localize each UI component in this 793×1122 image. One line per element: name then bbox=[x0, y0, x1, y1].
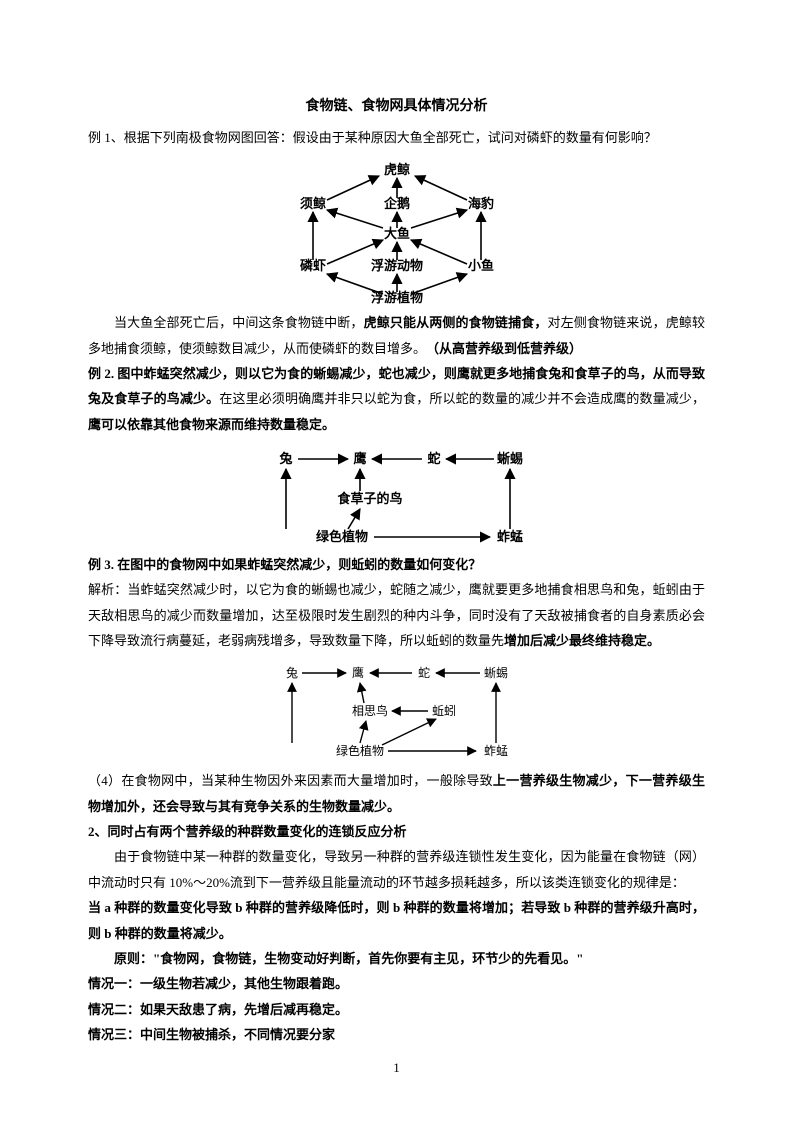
node-fuyou: 浮游动物 bbox=[370, 258, 422, 273]
case-3: 情况三：中间生物被捕杀，不同情况要分家 bbox=[88, 1022, 705, 1047]
node-xuqing: 须鲸 bbox=[299, 196, 325, 211]
document-page: 食物链、食物网具体情况分析 例 1、根据下列南极食物网图回答：假设由于某种原因大… bbox=[0, 0, 793, 1122]
node-qie: 企鹅 bbox=[382, 196, 409, 211]
node-zhameng: 蚱蜢 bbox=[496, 529, 522, 544]
node3-zhameng: 蚱蜢 bbox=[483, 743, 507, 758]
node-plant2: 绿色植物 bbox=[315, 529, 367, 544]
node-bird: 食草子的鸟 bbox=[337, 491, 402, 506]
node-huqing: 虎鲸 bbox=[383, 162, 409, 177]
paragraph-5: 由于食物链中某一种群的数量变化，导致另一种群的营养级连锁性发生变化，因为能量在食… bbox=[88, 844, 705, 895]
ex1-text-a: 当大鱼全部死亡后，中间这条食物链中断， bbox=[114, 315, 364, 330]
ex3-b: 增加后减少最终维持稳定。 bbox=[504, 633, 660, 648]
ex2-c: 鹰可以依靠其他食物来源而维持数量稳定。 bbox=[88, 417, 335, 432]
node-ying: 鹰 bbox=[353, 451, 366, 466]
paragraph-4: （4）在食物网中，当某种生物因外来因素而大量增加时，一般除导致上一营养级生物减少… bbox=[88, 768, 705, 819]
node-tu: 兔 bbox=[278, 451, 292, 466]
case-1: 情况一：一级生物若减少，其他生物跟着跑。 bbox=[88, 971, 705, 996]
case-2: 情况二：如果天敌患了病，先增后减再稳定。 bbox=[88, 997, 705, 1022]
node3-plant: 绿色植物 bbox=[335, 743, 383, 758]
node-linxia: 磷虾 bbox=[299, 258, 325, 273]
heading-2: 2、同时占有两个营养级的种群数量变化的连锁反应分析 bbox=[88, 819, 705, 844]
example-2: 例 2. 图中蚱蜢突然减少，则以它为食的蜥蜴减少，蛇也减少，则鹰就更多地捕食兔和… bbox=[88, 361, 705, 437]
example-1-question: 例 1、根据下列南极食物网图回答：假设由于某种原因大鱼全部死亡，试问对磷虾的数量… bbox=[88, 125, 705, 150]
page-number: 1 bbox=[0, 1060, 793, 1076]
node-she: 蛇 bbox=[427, 451, 440, 466]
diagram-1: 虎鲸 须鲸 企鹅 海豹 大鱼 磷虾 浮游动物 小鱼 浮游植物 bbox=[88, 156, 705, 306]
node3-tu: 兔 bbox=[285, 665, 297, 680]
node3-ying: 鹰 bbox=[351, 665, 363, 680]
example-1-answer: 当大鱼全部死亡后，中间这条食物链中断，虎鲸只能从两侧的食物链捕食，对左侧食物链来… bbox=[88, 310, 705, 361]
ex2-b: 在这里必须明确鹰并非只以蛇为食，所以蛇的数量的减少并不会造成鹰的数量减少， bbox=[219, 391, 705, 406]
node-haibao: 海豹 bbox=[467, 196, 493, 211]
example-3-answer: 解析：当蚱蜢突然减少时，以它为食的蜥蜴也减少，蛇随之减少，鹰就要更多地捕食相思鸟… bbox=[88, 577, 705, 653]
ex1-text-d: （从高营养级到低营养级） bbox=[433, 341, 583, 356]
node3-xiyi: 蜥蜴 bbox=[483, 665, 507, 680]
node-xiyi: 蜥蜴 bbox=[496, 451, 522, 466]
p4-a: （4）在食物网中，当某种生物因外来因素而大量增加时，一般除导致 bbox=[88, 773, 493, 788]
example-3-question: 例 3. 在图中的食物网中如果蚱蜢突然减少，则蚯蚓的数量如何变化？ bbox=[88, 552, 705, 577]
paragraph-6: 当 a 种群的数量变化导致 b 种群的营养级降低时，则 b 种群的数量将增加；若… bbox=[88, 895, 705, 946]
node3-she: 蛇 bbox=[417, 665, 429, 680]
node-dayu: 大鱼 bbox=[383, 226, 409, 241]
node3-qiuyin: 蚯蚓 bbox=[431, 703, 455, 718]
diagram-3: 兔 鹰 蛇 蜥蜴 相思鸟 蚯蚓 绿色植物 蚱蜢 bbox=[88, 659, 705, 764]
principle: 原则："食物网，食物链，生物变动好判断，首先你要有主见，环节少的先看见。" bbox=[88, 946, 705, 971]
page-title: 食物链、食物网具体情况分析 bbox=[88, 95, 705, 115]
diagram-2: 兔 鹰 蛇 蜥蜴 食草子的鸟 绿色植物 蚱蜢 bbox=[88, 443, 705, 548]
node3-bird: 相思鸟 bbox=[351, 703, 387, 718]
ex1-text-b: 虎鲸只能从两侧的食物链捕食， bbox=[364, 315, 548, 330]
node-xiaoyu: 小鱼 bbox=[467, 258, 493, 273]
